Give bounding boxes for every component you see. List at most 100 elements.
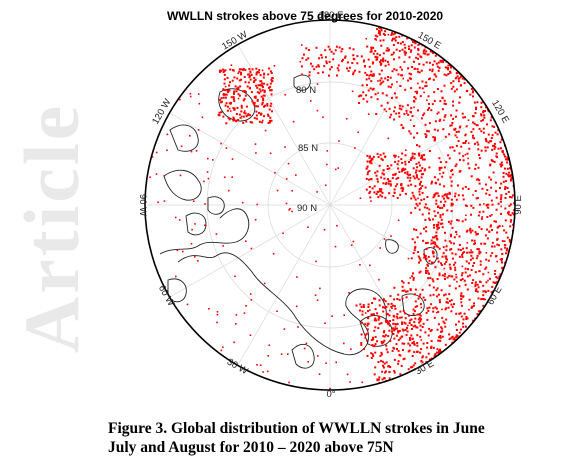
- stroke-dot: [367, 303, 370, 306]
- stroke-dot: [451, 226, 454, 229]
- stroke-dot: [419, 324, 422, 327]
- stroke-dot: [455, 109, 458, 112]
- stroke-dot: [410, 49, 413, 52]
- lon-label-30w: 30 W: [225, 357, 250, 378]
- stroke-dot: [422, 63, 425, 66]
- stroke-dot: [382, 366, 385, 369]
- stroke-dot: [446, 209, 449, 212]
- stroke-dot: [483, 298, 485, 301]
- stroke-dot: [437, 221, 440, 224]
- stroke-dot: [358, 95, 361, 98]
- stroke-dot: [401, 34, 404, 37]
- stroke-dot: [393, 286, 396, 289]
- stroke-dot: [462, 325, 465, 328]
- stroke-dot: [261, 82, 264, 85]
- stroke-dot: [387, 303, 390, 306]
- stroke-dot: [270, 93, 273, 96]
- stroke-dot: [366, 165, 369, 168]
- stroke-dot: [231, 69, 234, 72]
- stroke-dot: [437, 111, 440, 114]
- stroke-dot: [234, 275, 236, 278]
- stroke-dot: [477, 286, 480, 289]
- stroke-dot: [458, 255, 461, 258]
- stroke-dot: [382, 80, 385, 83]
- stroke-dot: [472, 194, 474, 196]
- stroke-dot: [370, 70, 373, 73]
- stroke-dot: [217, 114, 220, 116]
- stroke-dot: [343, 314, 345, 316]
- stroke-dot: [212, 159, 214, 161]
- stroke-dot: [476, 290, 479, 293]
- stroke-dot: [469, 231, 472, 234]
- stroke-dot: [483, 203, 485, 205]
- stroke-dot: [419, 95, 422, 98]
- stroke-dot: [405, 149, 407, 151]
- stroke-dot: [368, 192, 371, 195]
- stroke-dot: [450, 202, 453, 205]
- stroke-dot: [434, 54, 437, 57]
- stroke-dot: [174, 216, 177, 219]
- stroke-dot: [374, 50, 377, 52]
- stroke-dot: [494, 181, 497, 184]
- stroke-dot: [368, 178, 371, 181]
- stroke-dot: [385, 312, 388, 315]
- stroke-dot: [393, 106, 396, 109]
- stroke-dot: [493, 220, 496, 223]
- stroke-dot: [496, 156, 499, 159]
- stroke-dot: [395, 48, 398, 51]
- stroke-dot: [475, 232, 478, 235]
- stroke-dot: [249, 334, 252, 336]
- stroke-dot: [410, 183, 413, 186]
- stroke-dot: [431, 278, 434, 281]
- stroke-dot: [243, 90, 246, 93]
- stroke-dot: [436, 206, 439, 208]
- stroke-dot: [414, 185, 417, 188]
- stroke-dot: [364, 65, 366, 68]
- stroke-dot: [386, 320, 389, 323]
- stroke-dot: [325, 362, 327, 364]
- stroke-dot: [392, 33, 395, 36]
- stroke-dot: [240, 71, 242, 74]
- stroke-dot: [500, 138, 503, 141]
- stroke-dot: [244, 112, 247, 115]
- stroke-dot: [473, 239, 476, 242]
- stroke-dot: [430, 182, 433, 185]
- stroke-dot: [243, 97, 246, 100]
- stroke-dot: [351, 62, 354, 64]
- stroke-dot: [383, 34, 386, 36]
- stroke-dot: [489, 164, 492, 167]
- stroke-dot: [252, 102, 255, 105]
- stroke-dot: [462, 322, 464, 325]
- stroke-dot: [454, 261, 457, 264]
- stroke-dot: [366, 84, 368, 87]
- stroke-dot: [330, 50, 333, 53]
- stroke-dot: [371, 62, 374, 65]
- stroke-dot: [242, 67, 245, 70]
- stroke-dot: [365, 37, 368, 40]
- stroke-dot: [455, 273, 457, 276]
- stroke-dot: [394, 326, 397, 328]
- stroke-dot: [387, 33, 390, 36]
- stroke-dot: [440, 262, 442, 265]
- stroke-dot: [403, 289, 406, 292]
- stroke-dot: [474, 285, 477, 288]
- stroke-dot: [425, 134, 428, 137]
- stroke-dot: [240, 73, 242, 76]
- stroke-dot: [224, 93, 227, 96]
- stroke-dot: [398, 171, 401, 173]
- stroke-dot: [283, 328, 286, 330]
- stroke-dot: [434, 235, 437, 238]
- stroke-dot: [392, 346, 395, 349]
- stroke-dot: [503, 153, 506, 156]
- stroke-dot: [476, 283, 479, 286]
- stroke-dot: [456, 72, 459, 74]
- stroke-dot: [255, 84, 258, 87]
- stroke-dot: [393, 329, 396, 332]
- stroke-dot: [510, 176, 513, 179]
- stroke-dot: [256, 86, 259, 89]
- stroke-dot: [490, 116, 493, 119]
- stroke-dot: [473, 122, 476, 125]
- stroke-dot: [401, 323, 404, 325]
- stroke-dot: [357, 131, 359, 134]
- stroke-dot: [396, 183, 399, 186]
